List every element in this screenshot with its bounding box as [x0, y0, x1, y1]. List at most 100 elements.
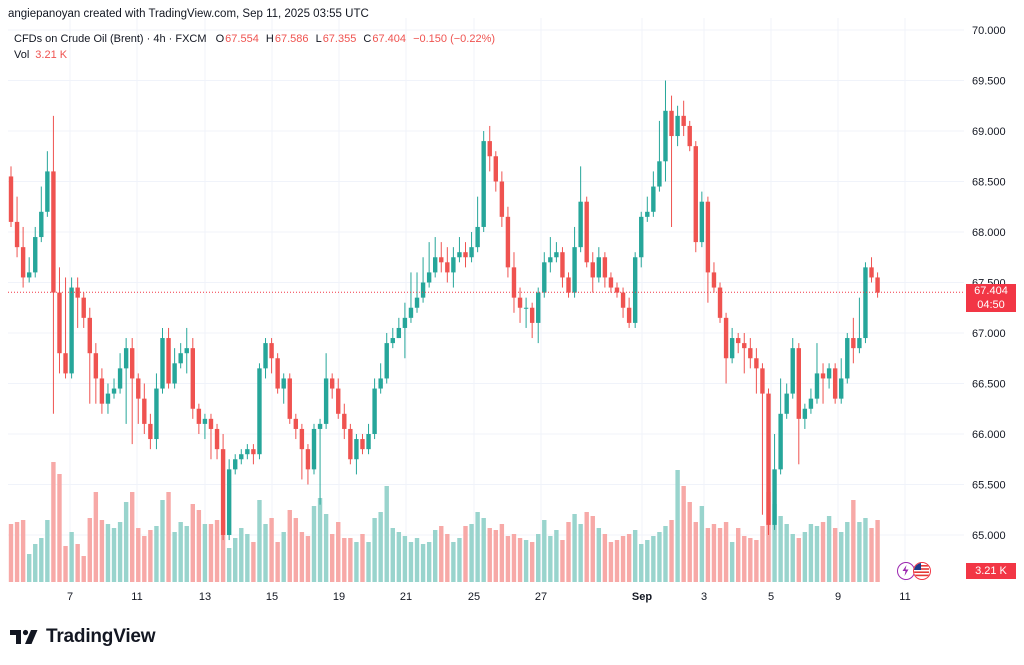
volume-bar [639, 544, 644, 582]
volume-bar [863, 518, 868, 582]
volume-bar [342, 538, 347, 582]
candle-body [645, 211, 650, 217]
candle-body [839, 378, 844, 399]
candle-body [323, 378, 329, 424]
volume-bar [778, 516, 783, 582]
candle-body [366, 434, 371, 450]
candle-body [802, 408, 808, 419]
candle-body [529, 307, 535, 323]
volume-bar [614, 540, 620, 582]
volume-bar [281, 532, 286, 582]
volume-bar [675, 470, 680, 582]
candle-body [493, 156, 498, 182]
volume-bar [226, 548, 232, 582]
volume-bar [620, 536, 626, 582]
volume-bar [45, 520, 50, 582]
low-value: 67.355 [322, 33, 357, 45]
candle-body [342, 413, 347, 429]
volume-bar [251, 542, 256, 582]
candle-body [608, 277, 614, 288]
volume-bar [608, 542, 614, 582]
volume-bar [57, 474, 62, 582]
candle-body [620, 292, 626, 308]
open-label: O [215, 33, 225, 45]
volume-bar [796, 538, 801, 582]
candle-body [826, 368, 832, 379]
us-flag-icon[interactable] [913, 562, 931, 580]
candle-body [257, 368, 262, 455]
time-tick-label: 13 [199, 591, 211, 603]
tradingview-logo[interactable]: TradingView [10, 626, 156, 648]
symbol-label[interactable]: CFDs on Crude Oil (Brent) · 4h · FXCM [14, 33, 207, 45]
candle-body [590, 262, 595, 278]
volume-bar [439, 526, 444, 582]
volume-legend: Vol 3.21 K [14, 49, 67, 61]
volume-bar [529, 542, 535, 582]
volume-bar [172, 532, 177, 582]
last-price-tag: 67.404 04:50 [966, 284, 1016, 313]
volume-bar [560, 540, 565, 582]
candle-body [675, 115, 680, 137]
candle-body [142, 398, 147, 424]
candle-body [463, 252, 468, 258]
candle-body [602, 257, 608, 278]
candle-body [536, 292, 541, 323]
volume-bar [729, 542, 735, 582]
volume-bar [154, 526, 159, 582]
candle-body [160, 338, 165, 389]
volume-bar [130, 492, 135, 582]
candle-body [554, 252, 559, 258]
low-label: L [315, 33, 322, 45]
volume-bar [736, 528, 741, 582]
volume-bar [366, 542, 371, 582]
volume-bar [875, 520, 880, 582]
price-tick-label: 68.000 [972, 227, 1006, 239]
candle-body [226, 469, 232, 535]
volume-bar [360, 534, 365, 582]
candle-body [293, 418, 299, 429]
candle-body [729, 338, 735, 359]
volume-bar [451, 542, 456, 582]
volume-bar [632, 530, 638, 582]
candle-body [820, 373, 826, 379]
candle-body [26, 272, 32, 278]
volume-bar [372, 518, 377, 582]
candle-body [445, 262, 450, 273]
volume-bar [414, 538, 420, 582]
candle-body [523, 307, 529, 309]
candle-body [408, 307, 414, 318]
candle-body [281, 378, 286, 389]
volume-bar [269, 518, 274, 582]
volume-bar [354, 542, 359, 582]
volume-bar [578, 524, 583, 582]
candle-body [196, 408, 202, 424]
candle-body [33, 237, 38, 273]
time-tick-label: 15 [266, 591, 278, 603]
candle-body [63, 353, 68, 374]
volume-bar [317, 498, 323, 582]
volume-bar [826, 516, 832, 582]
candle-body [14, 221, 20, 248]
candle-body [305, 449, 311, 470]
volume-bar [517, 538, 523, 582]
volume-bar [160, 500, 165, 582]
change-value: −0.150 (−0.22%) [413, 33, 496, 45]
candle-body [784, 393, 789, 414]
candle-body [566, 277, 571, 293]
volume-bar [457, 538, 462, 582]
candle-body [166, 338, 171, 384]
volume-bar [275, 542, 280, 582]
candle-body [626, 307, 632, 323]
volume-bar [548, 536, 553, 582]
volume-bar [263, 524, 268, 582]
volume-bar [336, 522, 341, 582]
volume-bar [142, 536, 147, 582]
time-axis: 7 11 13 15 19 21 25 27 Sep 3 5 9 11 [67, 591, 911, 603]
candle-body [20, 247, 26, 278]
volume-bar [81, 556, 86, 582]
volume-bar [239, 528, 244, 582]
candle-body [123, 348, 129, 369]
candle-body [275, 358, 280, 389]
time-tick-label: 5 [768, 591, 774, 603]
candle-body [717, 287, 723, 318]
